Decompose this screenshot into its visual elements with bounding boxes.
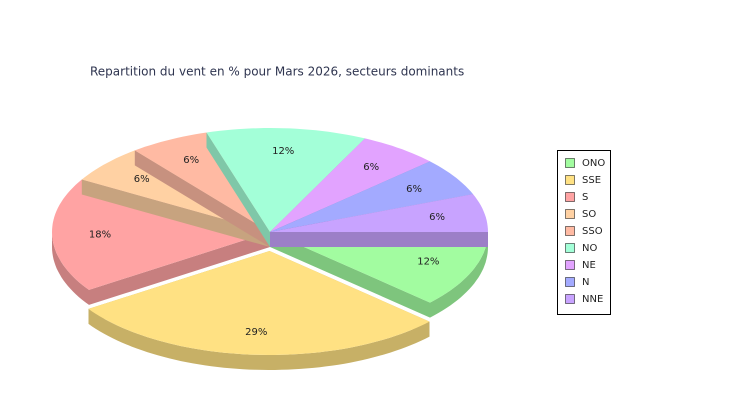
legend-swatch	[565, 175, 575, 185]
slice-side	[52, 232, 89, 305]
legend-label: NO	[582, 243, 597, 254]
legend-label: SSO	[582, 226, 603, 237]
data-label: 6%	[183, 155, 199, 166]
slice	[206, 128, 365, 232]
data-label: 29%	[245, 327, 267, 338]
legend-label: NNE	[582, 294, 603, 305]
data-label: 6%	[406, 184, 422, 195]
slice-side	[81, 179, 270, 247]
slice-side	[270, 232, 430, 318]
slice-side	[134, 150, 270, 247]
legend-label: N	[582, 277, 589, 288]
legend-label: S	[582, 192, 588, 203]
slice	[270, 138, 430, 232]
legend-swatch	[565, 294, 575, 304]
slice	[270, 194, 488, 232]
data-label: 6%	[429, 212, 445, 223]
slice	[52, 179, 270, 290]
legend-swatch	[565, 209, 575, 219]
data-label: 6%	[134, 174, 150, 185]
legend-label: NE	[582, 260, 596, 271]
legend-label: SO	[582, 209, 596, 220]
data-label: 6%	[363, 162, 379, 173]
slice-side	[88, 308, 430, 370]
slice	[134, 132, 270, 232]
slice-side	[270, 232, 488, 247]
slice	[88, 251, 430, 355]
slice-side	[206, 132, 270, 247]
legend-swatch	[565, 260, 575, 270]
legend-swatch	[565, 192, 575, 202]
legend-swatch	[565, 226, 575, 236]
slice	[270, 161, 473, 232]
data-label: 12%	[272, 146, 294, 157]
data-label: 12%	[417, 257, 439, 268]
slice-side	[430, 232, 488, 318]
legend-swatch	[565, 158, 575, 168]
data-label: 18%	[89, 230, 111, 241]
chart-title: Repartition du vent en % pour Mars 2026,…	[90, 65, 464, 79]
legend-label: SSE	[582, 175, 601, 186]
slice-side	[89, 232, 270, 305]
slice	[270, 232, 488, 303]
legend-label: ONO	[582, 158, 605, 169]
legend-swatch	[565, 277, 575, 287]
legend-swatch	[565, 243, 575, 253]
